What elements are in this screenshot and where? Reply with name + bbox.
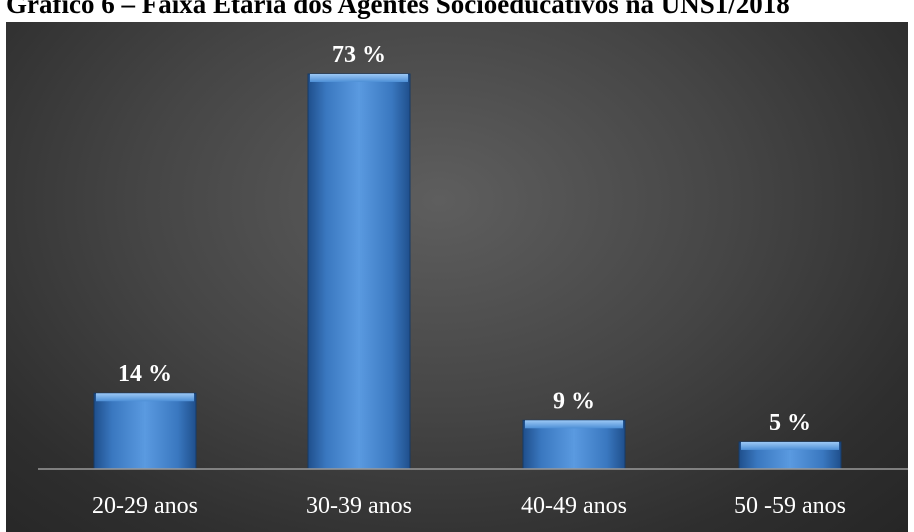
bar-top-3	[525, 420, 623, 429]
bars	[93, 73, 842, 470]
x-tick-label-3: 40-49 anos	[521, 493, 627, 519]
bar-top-4	[741, 441, 839, 450]
x-tick-label-2: 30-39 anos	[306, 493, 412, 519]
chart-title: Gráfico 6 – Faixa Etária dos Agentes Soc…	[6, 0, 790, 19]
x-tick-label-1: 20-29 anos	[92, 493, 198, 519]
data-label-3: 9 %	[553, 388, 595, 414]
chart-title-strip: Gráfico 6 – Faixa Etária dos Agentes Soc…	[0, 0, 914, 22]
bar-1	[93, 392, 197, 470]
bar-top-1	[96, 393, 194, 402]
x-tick-label-4: 50 -59 anos	[734, 493, 846, 519]
bar-top-2	[310, 74, 408, 82]
data-label-1: 14 %	[118, 361, 172, 387]
data-label-2: 73 %	[332, 42, 386, 68]
labels: 14 % 20-29 anos 73 % 30-39 anos 9 % 40-49 ano…	[92, 42, 846, 519]
data-label-4: 5 %	[769, 410, 811, 436]
bar-2	[307, 73, 411, 470]
